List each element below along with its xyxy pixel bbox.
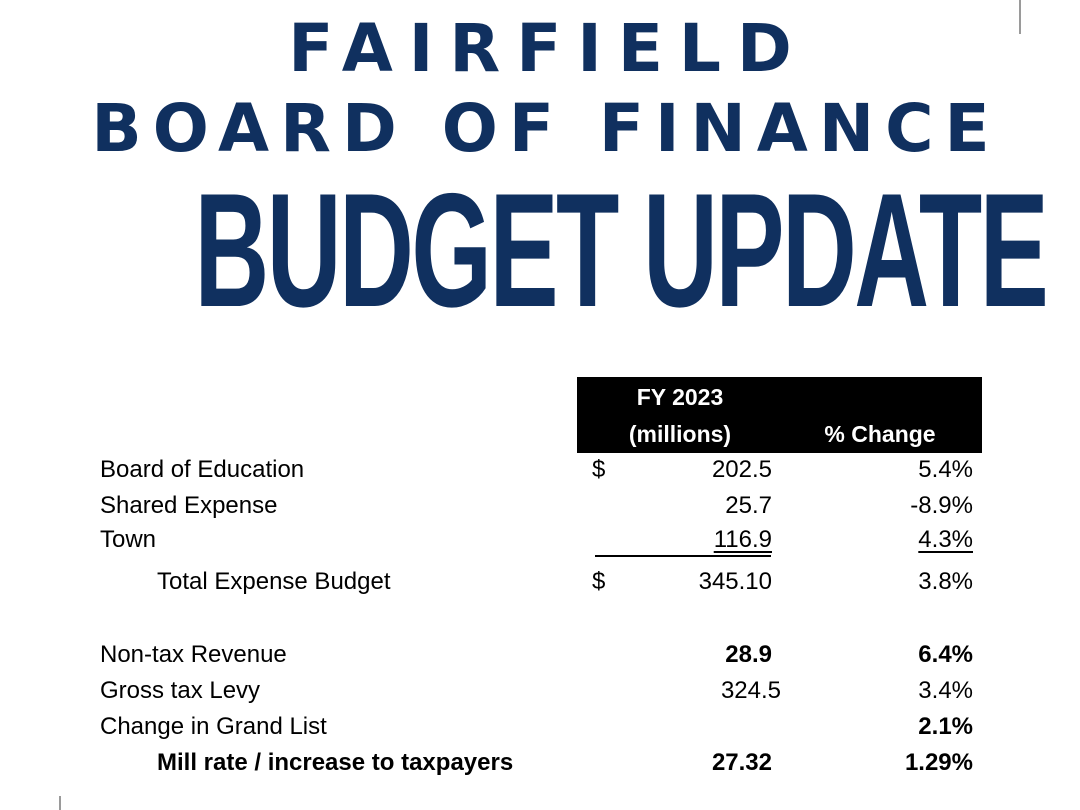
row-amount: 202.5: [711, 456, 772, 483]
table-row: Gross tax Levy 324.5 3.4%: [0, 677, 1080, 709]
row-label: Mill rate / increase to taxpayers: [157, 749, 514, 776]
row-amount: 25.7: [725, 492, 772, 519]
table-header-bar: [577, 377, 982, 453]
dollar-sign: $: [592, 456, 606, 483]
table-row: Board of Education $ 202.5 5.4%: [0, 456, 1080, 488]
page-edge-mark: [59, 796, 61, 810]
row-label: Total Expense Budget: [157, 568, 391, 595]
header-fy: FY 2023: [636, 384, 724, 410]
row-change: 5.4%: [918, 456, 973, 483]
header-change: % Change: [824, 421, 936, 447]
row-label: Gross tax Levy: [100, 677, 261, 704]
row-label: Shared Expense: [100, 492, 278, 519]
row-change: 4.3%: [918, 526, 973, 553]
page-edge-mark: [1019, 0, 1021, 34]
row-amount: 28.9: [725, 641, 772, 668]
table-row: Town 116.9 4.3%: [0, 526, 1080, 558]
table-row: Shared Expense 25.7 -8.9%: [0, 492, 1080, 524]
table-row-total: Total Expense Budget $ 345.10 3.8%: [0, 568, 1080, 600]
row-amount: 27.32: [711, 749, 772, 776]
row-label: Town: [100, 526, 157, 553]
table-row: Change in Grand List 2.1%: [0, 713, 1080, 745]
title-board-of-finance: BOARD OF FINANCE: [91, 90, 1001, 167]
row-change: -8.9%: [910, 492, 973, 519]
row-amount: 345.10: [698, 568, 772, 595]
row-change: 2.1%: [918, 713, 973, 740]
row-label: Board of Education: [100, 456, 305, 483]
row-label: Non-tax Revenue: [100, 641, 287, 668]
total-divider: [595, 555, 771, 557]
row-amount: 116.9: [713, 526, 772, 553]
table-row: Non-tax Revenue 28.9 6.4%: [0, 641, 1080, 673]
row-change: 1.29%: [904, 749, 973, 776]
row-change: 6.4%: [918, 641, 973, 668]
title-fairfield: FAIRFIELD: [288, 10, 808, 87]
row-label: Change in Grand List: [100, 713, 327, 740]
header-millions: (millions): [628, 421, 732, 447]
row-change: 3.4%: [918, 677, 973, 704]
table-row-mill-rate: Mill rate / increase to taxpayers 27.32 …: [0, 749, 1080, 781]
row-amount: 324.5: [720, 677, 781, 704]
dollar-sign: $: [592, 568, 606, 595]
row-change: 3.8%: [918, 568, 973, 595]
